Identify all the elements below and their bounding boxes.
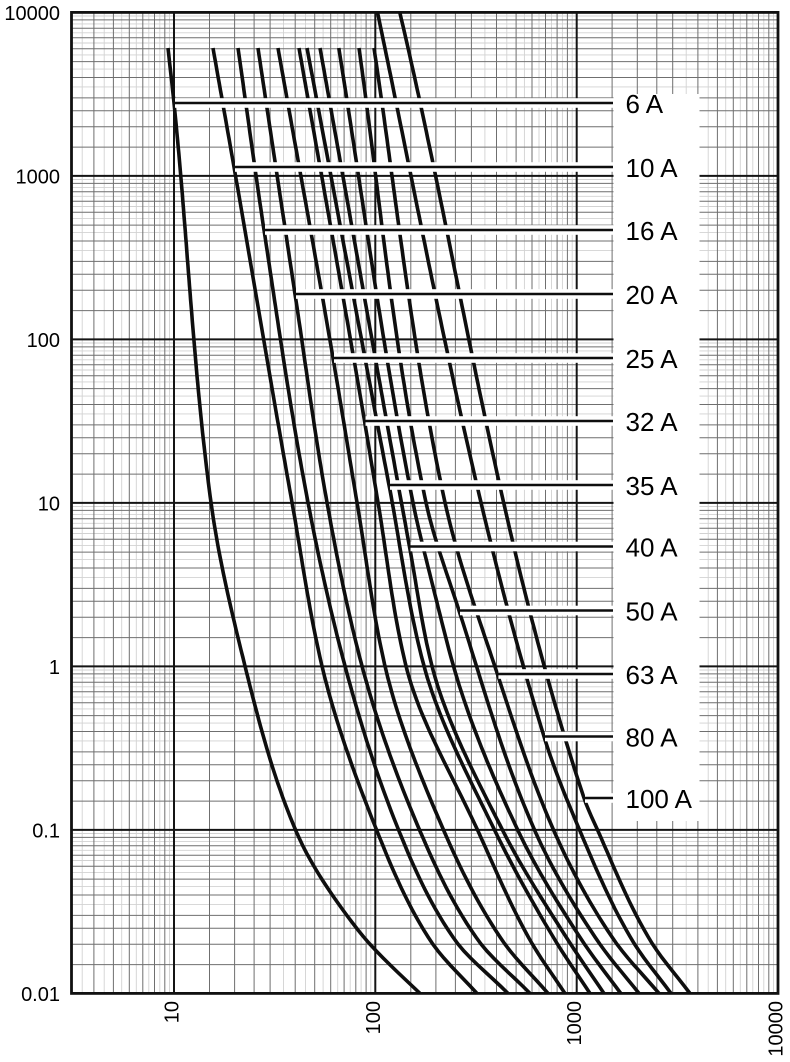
svg-text:1: 1 (49, 657, 60, 679)
svg-text:35 A: 35 A (626, 471, 679, 501)
svg-text:1000: 1000 (564, 1001, 586, 1046)
svg-text:0.01: 0.01 (21, 984, 60, 1006)
svg-text:10: 10 (162, 1001, 184, 1023)
svg-text:6 A: 6 A (626, 89, 664, 119)
svg-text:10000: 10000 (766, 1001, 788, 1057)
svg-text:32 A: 32 A (626, 407, 679, 437)
svg-text:80 A: 80 A (626, 722, 679, 752)
svg-text:63 A: 63 A (626, 660, 679, 690)
svg-text:10000: 10000 (4, 3, 60, 25)
svg-text:100: 100 (27, 330, 60, 352)
svg-text:25 A: 25 A (626, 344, 679, 374)
svg-text:10: 10 (38, 493, 60, 515)
svg-text:1000: 1000 (16, 166, 61, 188)
svg-text:100: 100 (363, 1001, 385, 1034)
svg-text:20 A: 20 A (626, 280, 679, 310)
svg-text:10 A: 10 A (626, 153, 679, 183)
svg-text:40 A: 40 A (626, 532, 679, 562)
svg-text:100 A: 100 A (626, 784, 693, 814)
svg-text:50 A: 50 A (626, 596, 679, 626)
svg-text:0.1: 0.1 (32, 820, 60, 842)
svg-text:16 A: 16 A (626, 216, 679, 246)
